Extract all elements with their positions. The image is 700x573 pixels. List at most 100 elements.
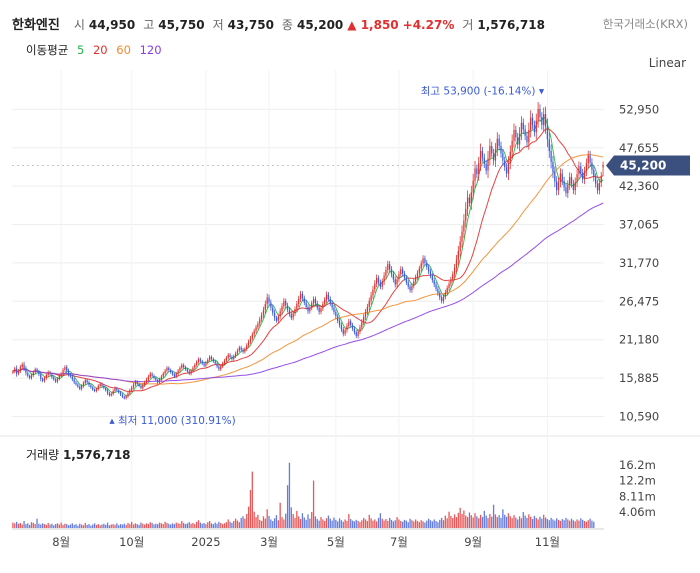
candle-body <box>383 275 385 282</box>
candle-body <box>479 151 482 164</box>
volume-bar <box>515 517 517 528</box>
candle-body <box>27 372 29 376</box>
candle-body <box>290 314 292 318</box>
volume-bar <box>175 522 177 528</box>
volume-bar <box>236 520 239 528</box>
price-tick-label: 10,590 <box>619 409 659 423</box>
candle-body <box>157 380 159 383</box>
volume-bar <box>168 523 170 528</box>
candle-body <box>12 371 14 373</box>
volume-bar <box>86 524 88 528</box>
volume-bar <box>429 520 432 528</box>
candle-body <box>84 380 86 384</box>
candle-body <box>158 379 161 383</box>
ma-20-line <box>12 128 604 392</box>
volume-bar <box>56 523 59 528</box>
volume-bar <box>246 514 248 528</box>
price-tick-label: 31,770 <box>619 256 659 270</box>
volume-bar <box>45 524 47 528</box>
ma-60-label[interactable]: 60 <box>116 43 131 57</box>
candle-body <box>569 177 571 186</box>
price-candles <box>12 102 604 400</box>
volume-bar <box>582 519 584 528</box>
volume-bar <box>183 522 185 528</box>
volume-bar <box>357 521 359 528</box>
volume-bar <box>400 521 402 528</box>
volume-bar <box>574 521 576 528</box>
candle-body <box>363 317 365 323</box>
candle-body <box>251 334 253 339</box>
volume-bar <box>311 512 313 528</box>
volume-bar <box>15 521 18 528</box>
candle-body <box>121 394 124 397</box>
candle-body <box>170 370 172 373</box>
volume-bar <box>370 518 372 528</box>
volume-bar <box>320 517 322 528</box>
volume-bar <box>90 525 92 528</box>
volume-bar <box>214 522 216 528</box>
candle-body <box>218 366 220 370</box>
candle-body <box>188 371 190 374</box>
volume-bar <box>348 514 350 528</box>
volume-bar <box>387 521 389 528</box>
candle-body <box>492 153 495 161</box>
candle-body <box>478 163 480 175</box>
candle-body <box>262 309 265 315</box>
volume-bar <box>69 524 72 528</box>
volume-bar <box>285 513 287 528</box>
volume-bar <box>500 517 502 528</box>
ma-5-label[interactable]: 5 <box>76 43 85 57</box>
volume-bar <box>173 524 176 528</box>
volume-bar <box>511 518 513 528</box>
volume-bar <box>559 521 562 528</box>
candle-body <box>496 138 498 150</box>
ma-20-label[interactable]: 20 <box>92 43 108 57</box>
volume-bar <box>327 515 330 528</box>
high-value: 45,750 <box>158 18 205 32</box>
time-tick-label: 9월 <box>464 535 482 549</box>
candle-body <box>357 331 359 336</box>
candle-body <box>502 153 504 161</box>
volume-bar <box>433 519 435 528</box>
candle-body <box>301 293 304 299</box>
candle-body <box>409 286 411 291</box>
candle-body <box>426 262 428 268</box>
volume-bar <box>242 516 244 528</box>
volume-bar <box>110 524 112 528</box>
candle-body <box>190 370 192 374</box>
volume-bar <box>25 524 27 528</box>
candle-body <box>194 364 196 368</box>
candle-body <box>578 166 580 175</box>
candle-body <box>337 316 339 321</box>
candle-body <box>594 177 597 184</box>
volume-bar <box>27 523 29 528</box>
volume-bar <box>452 517 454 528</box>
candle-body <box>557 182 560 191</box>
volume-bar <box>353 521 356 528</box>
candle-body <box>567 185 569 194</box>
candle-body <box>366 306 369 312</box>
scale-mode-toggle[interactable]: Linear <box>648 56 686 70</box>
ma-120-label[interactable]: 120 <box>139 43 162 57</box>
candle-body <box>518 133 521 145</box>
volume-bar <box>184 524 187 528</box>
candle-body <box>227 354 229 358</box>
candle-body <box>418 268 420 273</box>
candle-body <box>273 312 276 318</box>
volume-bar <box>470 515 472 528</box>
candle-body <box>513 130 515 141</box>
moving-average-legend[interactable]: 이동평균 5 20 60 120 <box>26 42 167 58</box>
candle-body <box>138 383 140 386</box>
volume-bar <box>337 521 339 528</box>
volume-bar <box>221 524 224 528</box>
volume-bar <box>567 519 569 528</box>
candle-body <box>424 258 426 263</box>
volume-bar <box>448 511 450 528</box>
volume-bar <box>450 515 452 528</box>
volume-bar <box>101 524 103 528</box>
candle-body <box>257 323 259 328</box>
candle-body <box>192 367 194 371</box>
candle-body <box>168 367 170 370</box>
volume-bar <box>524 515 526 528</box>
